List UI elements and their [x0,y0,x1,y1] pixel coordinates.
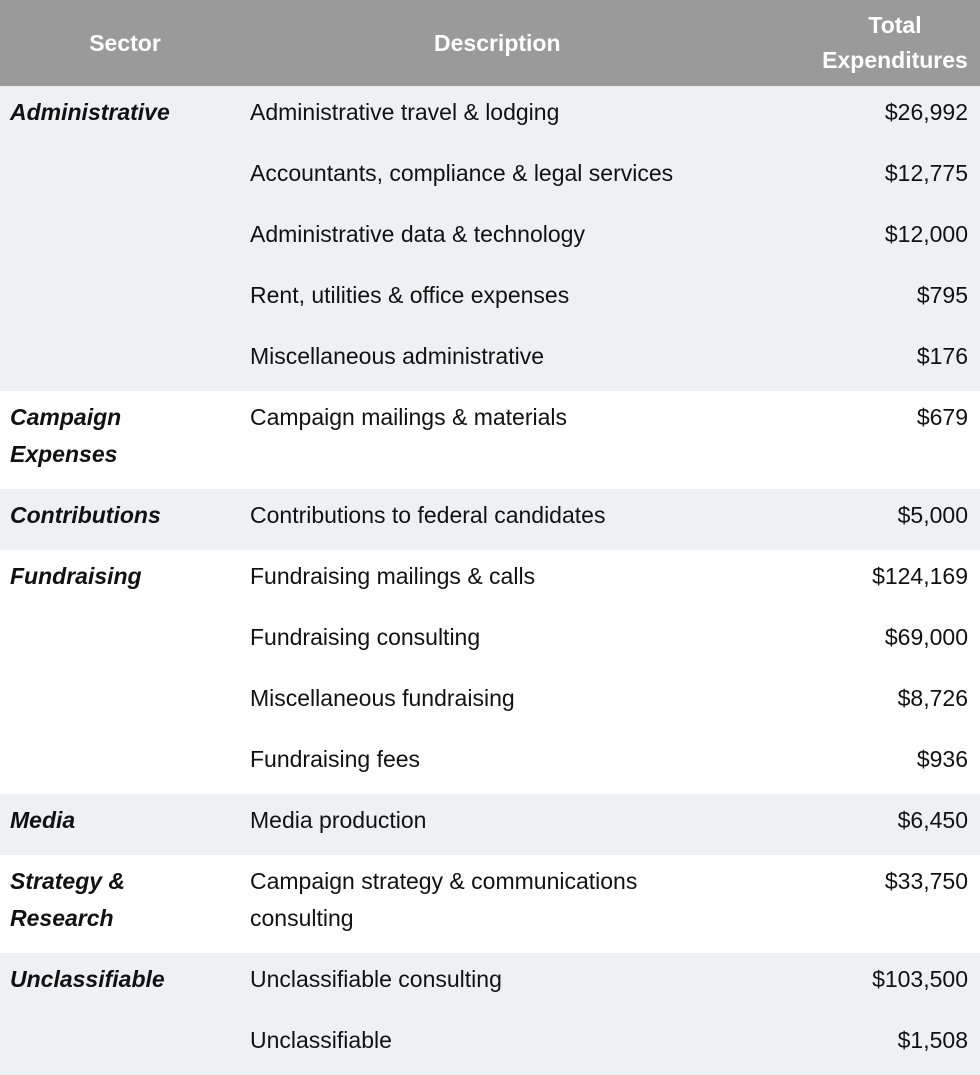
group-fundraising: Fundraising Fundraising mailings & calls… [0,550,980,794]
sector-cell: Campaign Expenses [0,391,250,489]
description-cell: Miscellaneous fundraising [250,672,810,733]
group-administrative: Administrative Administrative travel & l… [0,86,980,391]
amount-cell: $103,500 [810,953,980,1014]
amount-cell: $69,000 [810,611,980,672]
description-line: Campaign strategy & communications [250,868,638,894]
description-cell: Fundraising mailings & calls [250,550,810,611]
group-unclassifiable: Unclassifiable Unclassifiable consulting… [0,953,980,1075]
amount-cell: $33,750 [810,855,980,953]
description-cell: Administrative travel & lodging [250,86,810,147]
header-row: Sector Description Total Expenditures [0,0,980,86]
sector-cell: Contributions [0,489,250,550]
table-row: Strategy & Research Campaign strategy & … [0,855,980,953]
amount-cell: $12,000 [810,208,980,269]
header-description: Description [250,0,810,86]
table-row: Campaign Expenses Campaign mailings & ma… [0,391,980,489]
description-cell: Unclassifiable consulting [250,953,810,1014]
table-row: Rent, utilities & office expenses $795 [0,269,980,330]
description-line: consulting [250,905,354,931]
header-total-expenditures: Total Expenditures [810,0,980,86]
sector-line: Campaign [10,404,122,430]
table-row: Fundraising Fundraising mailings & calls… [0,550,980,794]
amount-cell: $5,000 [810,489,980,550]
table-row: Administrative Administrative travel & l… [0,86,980,391]
description-cell: Unclassifiable [250,1014,810,1075]
sector-line: Strategy & [10,868,126,894]
description-cell: Campaign mailings & materials [250,391,810,489]
description-cell: Miscellaneous administrative [250,330,810,391]
table-row: Miscellaneous fundraising $8,726 [0,672,980,733]
amount-cell: $6,450 [810,794,980,855]
sector-line: Research [10,905,114,931]
amount-cell: $124,169 [810,550,980,611]
amount-cell: $1,508 [810,1014,980,1075]
table-row: Fundraising fees $936 [0,733,980,794]
description-cell: Campaign strategy & communications consu… [250,855,810,953]
description-cell: Administrative data & technology [250,208,810,269]
description-cell: Accountants, compliance & legal services [250,147,810,208]
table-header: Sector Description Total Expenditures [0,0,980,86]
amount-cell: $26,992 [810,86,980,147]
table-row: Fundraising consulting $69,000 [0,611,980,672]
amount-cell: $12,775 [810,147,980,208]
amount-cell: $679 [810,391,980,489]
table-row: Media Media production $6,450 [0,794,980,855]
header-sector: Sector [0,0,250,86]
group-contributions: Contributions Contributions to federal c… [0,489,980,550]
table-row: Contributions Contributions to federal c… [0,489,980,550]
description-cell: Rent, utilities & office expenses [250,269,810,330]
group-media: Media Media production $6,450 [0,794,980,855]
sector-cell: Media [0,794,250,855]
sector-cell: Unclassifiable [0,953,250,1075]
sector-cell: Administrative [0,86,250,391]
description-cell: Fundraising fees [250,733,810,794]
sector-line: Expenses [10,441,118,467]
table-row: Administrative data & technology $12,000 [0,208,980,269]
amount-cell: $936 [810,733,980,794]
table-row: Accountants, compliance & legal services… [0,147,980,208]
header-total-line1: Total [868,12,922,38]
description-cell: Fundraising consulting [250,611,810,672]
header-total-line2: Expenditures [822,47,968,73]
amount-cell: $176 [810,330,980,391]
description-cell: Contributions to federal candidates [250,489,810,550]
table-row: Unclassifiable Unclassifiable consulting… [0,953,980,1075]
description-cell: Media production [250,794,810,855]
amount-cell: $795 [810,269,980,330]
amount-cell: $8,726 [810,672,980,733]
group-campaign-expenses: Campaign Expenses Campaign mailings & ma… [0,391,980,489]
sector-cell: Strategy & Research [0,855,250,953]
group-strategy-research: Strategy & Research Campaign strategy & … [0,855,980,953]
table-row: Miscellaneous administrative $176 [0,330,980,391]
sector-cell: Fundraising [0,550,250,794]
